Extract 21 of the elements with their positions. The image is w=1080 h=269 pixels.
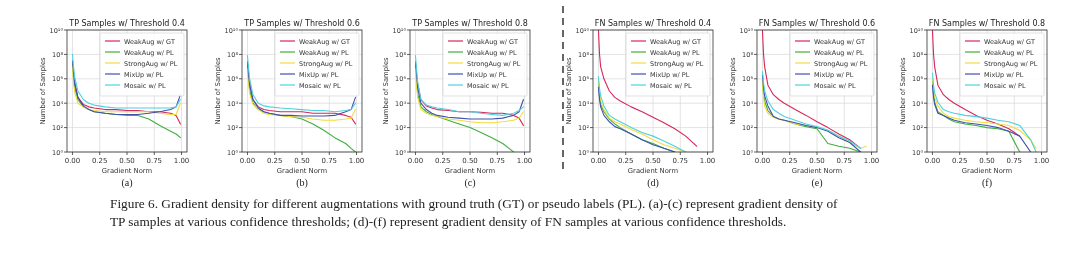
text: (b) (296, 177, 308, 189)
line-series (414, 55, 525, 116)
chart-title: TP Samples w/ Threshold 0.4 (68, 19, 185, 28)
chart-title: FN Samples w/ Threshold 0.6 (758, 19, 876, 28)
text: (c) (464, 177, 476, 189)
text: (a) (121, 177, 133, 189)
line-series (246, 67, 357, 121)
line-series (246, 61, 357, 117)
text: TP samples at various confidence thresholds; (d)-(f) represent gradient density of FN samples at various confidence thresholds. (110, 214, 787, 229)
text: (e) (811, 177, 823, 189)
chart-title: TP Samples w/ Threshold 0.8 (411, 19, 528, 28)
text: (d) (647, 177, 659, 189)
text: (f) (982, 177, 992, 189)
line-series (74, 80, 182, 125)
chart-title: FN Samples w/ Threshold 0.8 (928, 19, 1046, 28)
line-series (414, 67, 525, 124)
line-series (931, 84, 1032, 152)
chart-title: TP Samples w/ Threshold 0.6 (243, 19, 360, 28)
caption: Figure 6. Gradient density for different augmentations with ground truth (GT) or pseudo labels (PL). (a)-(c) represent gradient density of (110, 196, 839, 211)
line-series (246, 55, 357, 113)
chart-title: FN Samples w/ Threshold 0.4 (594, 19, 712, 28)
